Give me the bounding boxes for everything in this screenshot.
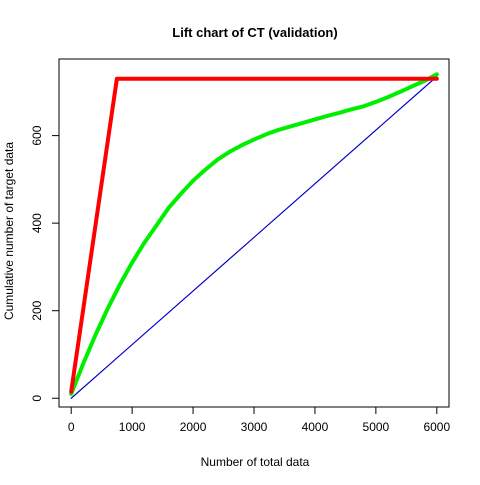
y-tick-label: 600 — [30, 125, 44, 145]
x-tick-label: 0 — [68, 420, 75, 434]
plot-frame — [59, 59, 449, 407]
y-tick-label: 200 — [30, 300, 44, 320]
y-tick-label: 0 — [30, 395, 44, 402]
series-line-2 — [71, 74, 437, 394]
x-tick-label: 1000 — [119, 420, 146, 434]
y-tick-label: 400 — [30, 213, 44, 233]
series-line-1 — [71, 77, 437, 399]
x-tick-label: 3000 — [241, 420, 268, 434]
series-line-3 — [71, 79, 437, 392]
plot-layer: 0 1000 2000 3000 4000 5000 6000 0 200 400 600 — [30, 59, 450, 434]
y-axis-title: Cumulative number of target data — [2, 142, 16, 320]
x-axis-title: Number of total data — [201, 455, 310, 469]
chart-title: Lift chart of CT (validation) — [172, 25, 337, 40]
x-tick-label: 4000 — [302, 420, 329, 434]
x-tick-label: 6000 — [423, 420, 450, 434]
x-tick-label: 2000 — [180, 420, 207, 434]
x-tick-label: 5000 — [363, 420, 390, 434]
